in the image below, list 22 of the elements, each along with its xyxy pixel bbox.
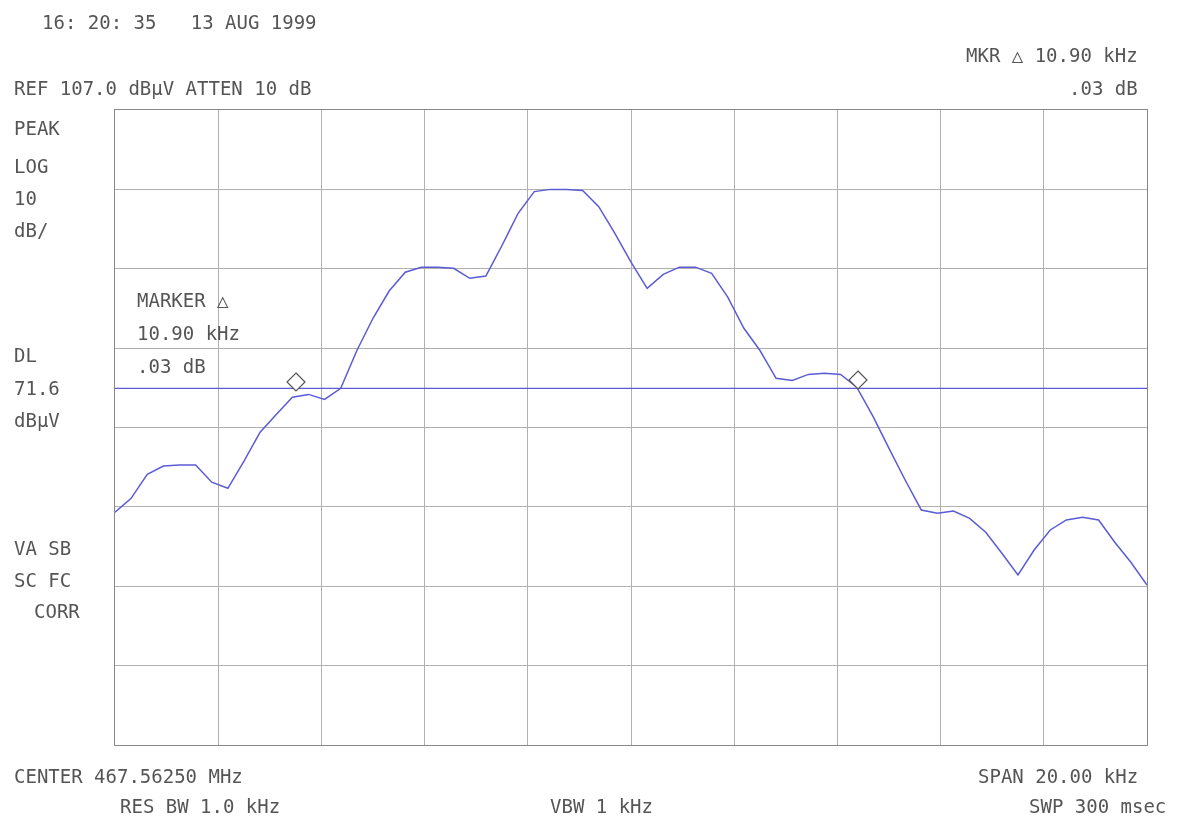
- text: PEAK: [14, 117, 61, 139]
- text: LOG: [14, 155, 49, 177]
- text: dB/: [14, 219, 49, 241]
- text: 16: 20: 35 13 AUG 1999: [42, 11, 317, 33]
- annotation: 10.90 kHz: [137, 322, 240, 344]
- text: 71.6: [14, 377, 60, 399]
- text: DL: [14, 344, 37, 366]
- annotation: .03 dB: [137, 355, 206, 377]
- text: SPAN 20.00 kHz: [978, 765, 1139, 787]
- text: dBμV: [14, 409, 60, 431]
- text: RES BW 1.0 kHz: [120, 795, 281, 817]
- text: .03 dB: [1069, 77, 1138, 99]
- text: MKR △ 10.90 kHz: [966, 44, 1138, 66]
- text: VA SB: [14, 537, 72, 559]
- text: SC FC: [14, 569, 72, 591]
- text: CENTER 467.56250 MHz: [14, 765, 243, 787]
- text: CORR: [34, 600, 81, 622]
- annotation: MARKER △: [137, 289, 230, 311]
- text: VBW 1 kHz: [550, 795, 653, 817]
- text: 10: [14, 187, 37, 209]
- text: REF 107.0 dBμV ATTEN 10 dB: [14, 77, 312, 99]
- text: SWP 300 msec: [1029, 795, 1167, 817]
